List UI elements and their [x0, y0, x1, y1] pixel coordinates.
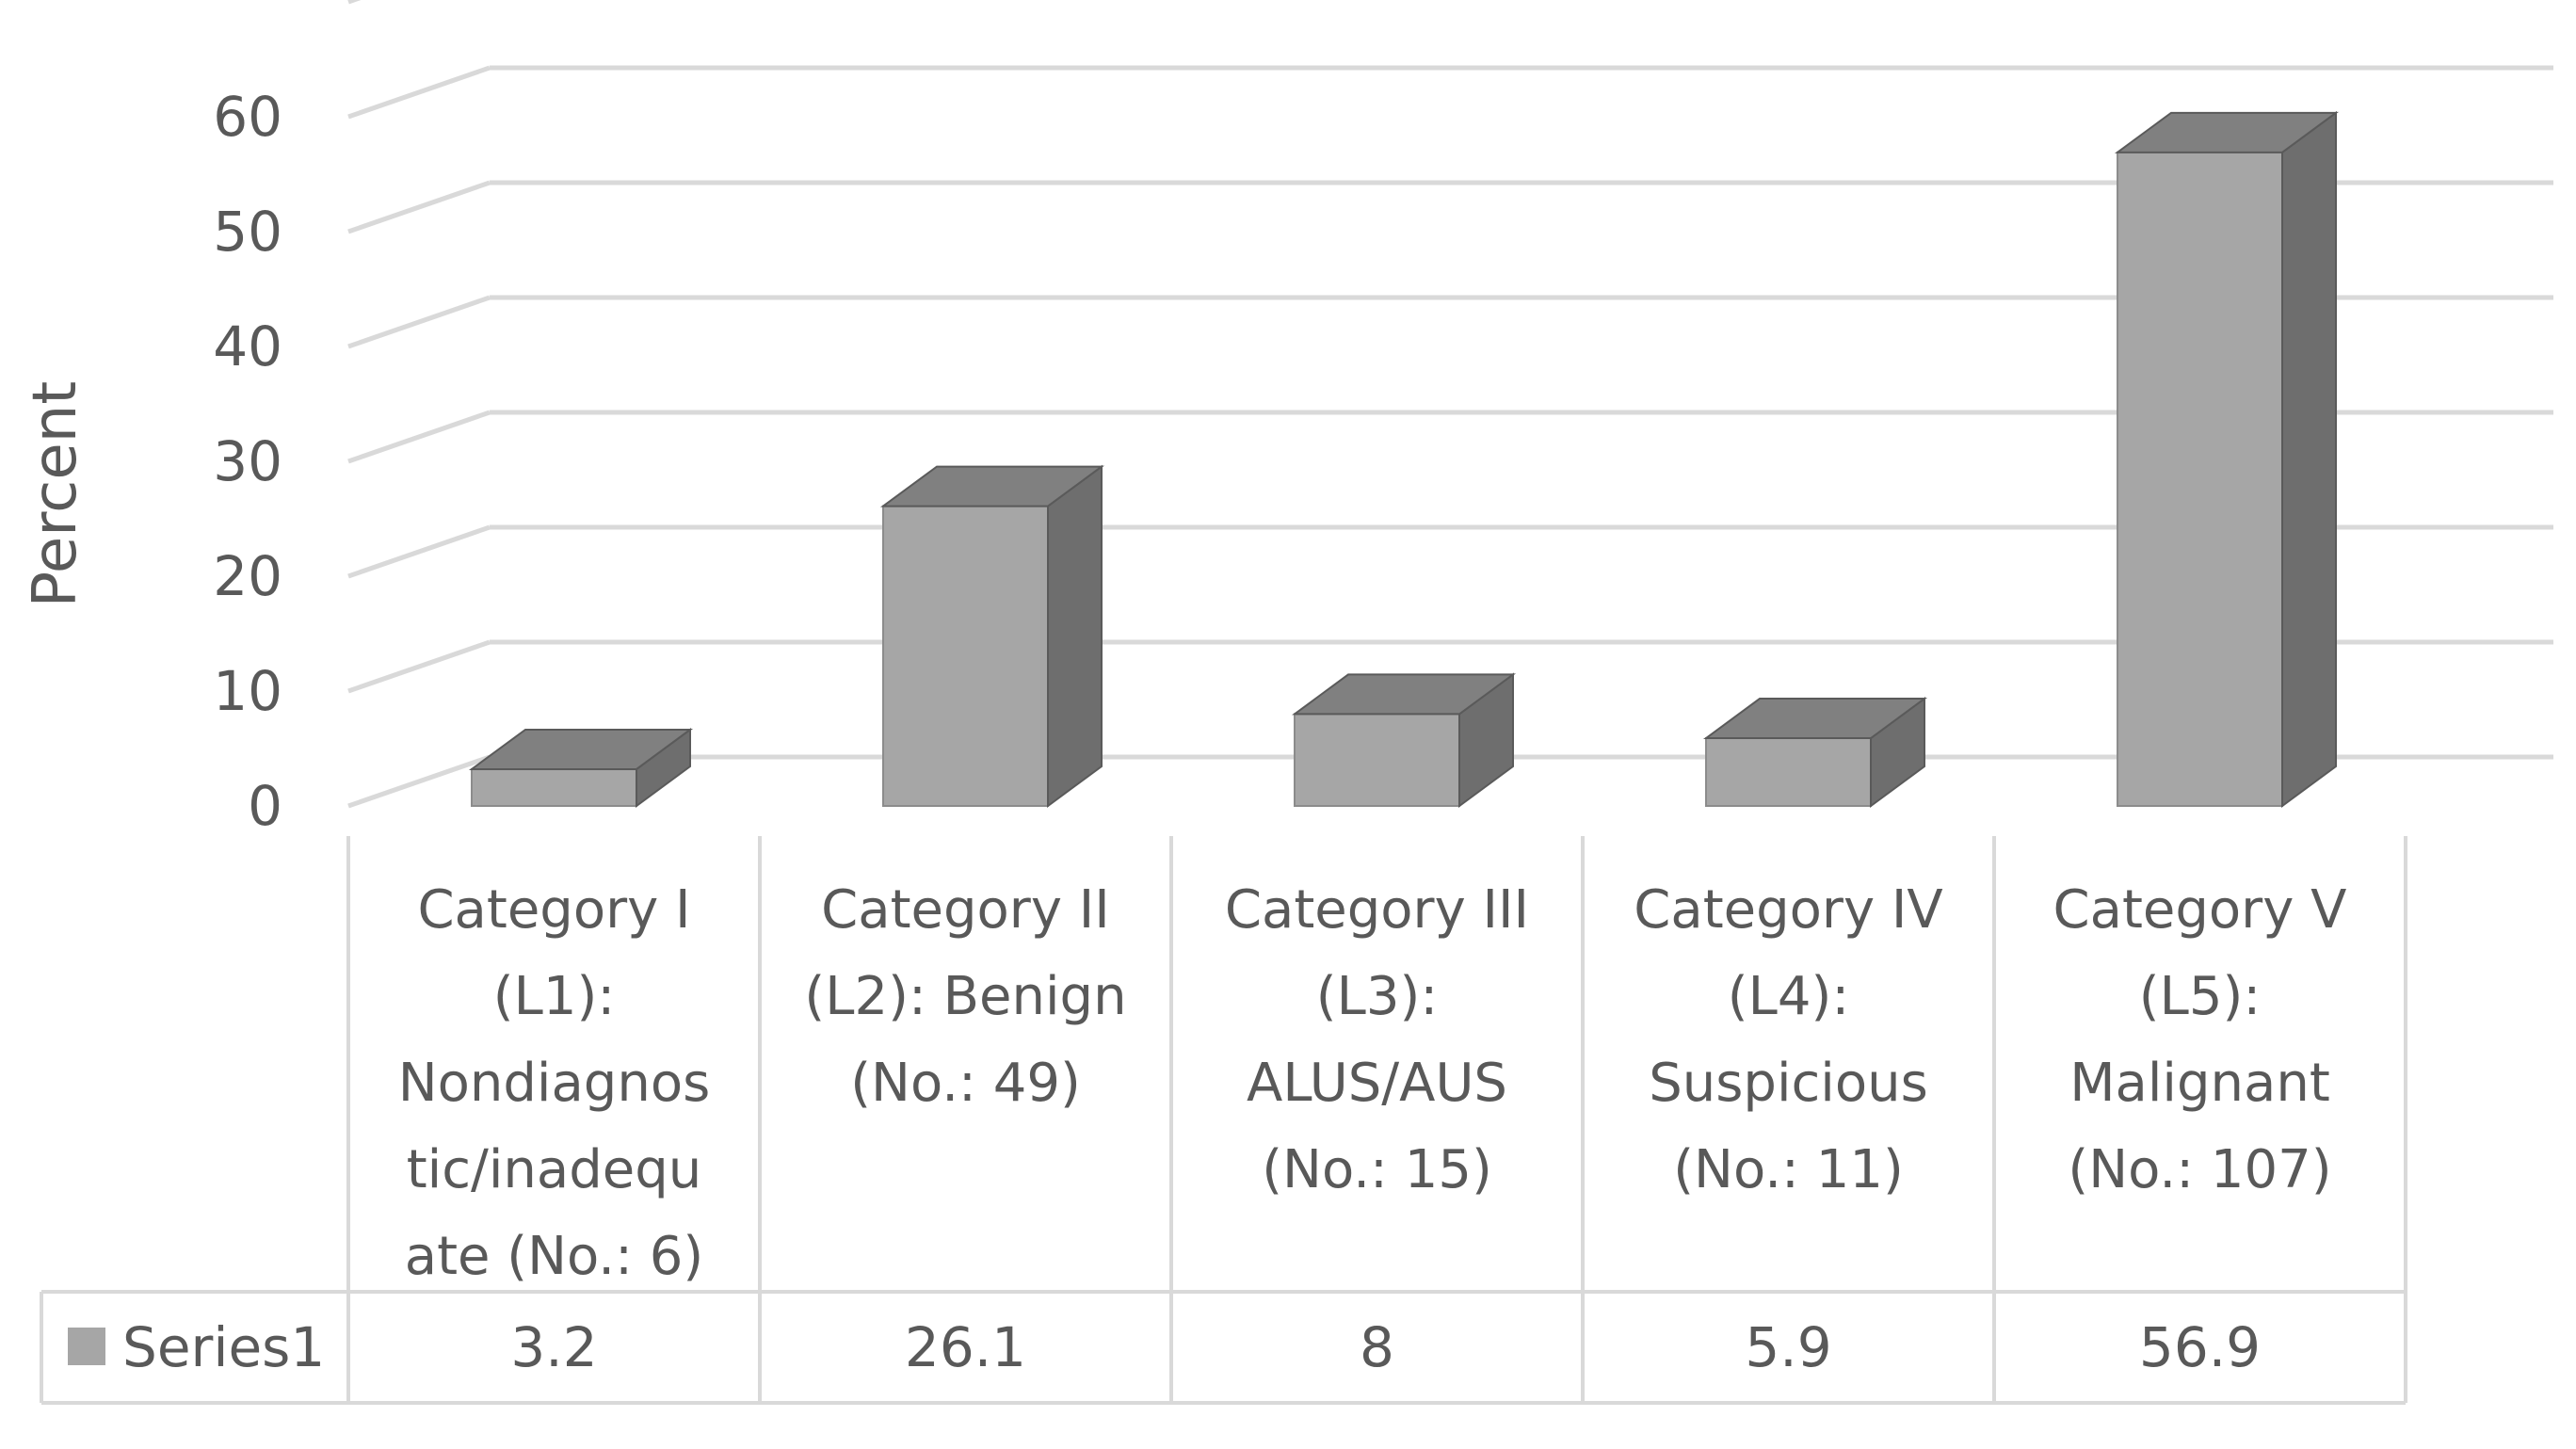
data-labels: 3.2 26.1 8 5.9 56.9 — [510, 1315, 2261, 1379]
x-tick-label-line: (No.: 49) — [850, 1053, 1081, 1114]
x-tick-label-line: (No.: 107) — [2068, 1139, 2331, 1200]
x-tick-label-line: tic/inadequ — [407, 1139, 702, 1200]
bars — [468, 110, 2340, 808]
x-tick-label-line: (L1): — [493, 966, 615, 1027]
bar-front — [1294, 713, 1460, 808]
bar — [879, 464, 1105, 808]
data-label: 8 — [1360, 1315, 1394, 1379]
x-tick-label-line: Category II — [821, 879, 1110, 941]
gridline-side — [347, 180, 491, 234]
gridline-side — [347, 65, 491, 120]
x-tick-label-line: Category III — [1225, 879, 1529, 941]
bar-side — [1047, 464, 1103, 808]
x-tick-label-line: (No.: 15) — [1262, 1139, 1492, 1200]
data-label: 3.2 — [510, 1315, 597, 1379]
x-tick-label: Category V (L5): Malignant (No.: 107) — [2053, 879, 2347, 1200]
x-tick-label: Category I (L1): Nondiagnos tic/inadequ ate … — [398, 879, 711, 1287]
y-tick-label: 10 — [213, 659, 282, 723]
y-tick-label: 20 — [213, 544, 282, 608]
x-tick-label: Category III (L3): ALUS/AUS (No.: 15) — [1225, 879, 1529, 1200]
x-tick-label: Category II (L2): Benign (No.: 49) — [804, 879, 1126, 1114]
data-label: 26.1 — [905, 1315, 1026, 1379]
data-label: 5.9 — [1745, 1315, 1831, 1379]
x-tick-label-line: Malignant — [2069, 1053, 2330, 1114]
y-axis-tick-labels: 0 10 20 30 40 50 60 — [213, 85, 282, 838]
gridline-side — [347, 410, 491, 464]
legend-key — [68, 1328, 105, 1365]
data-table: Category I (L1): Nondiagnos tic/inadequ ate … — [40, 836, 2407, 1405]
bar — [1291, 672, 1517, 808]
bar — [1702, 697, 1928, 808]
x-tick-label-line: Category IV — [1634, 879, 1942, 941]
x-tick-label-line: Category I — [417, 879, 690, 941]
x-tick-label-line: (L5): — [2139, 966, 2261, 1027]
y-tick-label: 0 — [248, 774, 282, 838]
bar-front — [2117, 151, 2283, 807]
bar-front — [882, 505, 1049, 808]
x-tick-label-line: ALUS/AUS — [1247, 1053, 1507, 1114]
bar-top — [468, 728, 694, 770]
x-tick-label-line: (L2): Benign — [804, 966, 1126, 1027]
y-tick-label: 60 — [213, 85, 282, 149]
x-tick-label-line: ate (No.: 6) — [405, 1226, 704, 1287]
bar-side — [2281, 110, 2337, 808]
y-tick-label: 40 — [213, 314, 282, 378]
gridline-side — [347, 639, 491, 694]
data-label: 56.9 — [2139, 1315, 2261, 1379]
gridline-side — [347, 295, 491, 349]
bar-top — [1702, 698, 1928, 740]
x-tick-label-line: (L3): — [1316, 966, 1438, 1027]
bar — [2114, 110, 2340, 808]
x-tick-label: Category IV (L4): Suspicious (No.: 11) — [1634, 879, 1942, 1200]
y-tick-label: 30 — [213, 429, 282, 493]
gridline-side — [347, 524, 491, 579]
bar — [468, 727, 694, 808]
bar-top — [1291, 673, 1517, 716]
x-tick-label-line: Category V — [2053, 879, 2347, 941]
x-tick-label-line: (No.: 11) — [1673, 1139, 1904, 1200]
gridline-side — [347, 754, 491, 809]
bar-top — [2114, 111, 2340, 153]
bar-top — [879, 465, 1105, 507]
bar-front — [1705, 737, 1872, 808]
bar-front — [471, 767, 637, 808]
x-tick-label-line: (L4): — [1728, 966, 1849, 1027]
x-tick-label-line: Nondiagnos — [398, 1053, 711, 1114]
category-labels: Category I (L1): Nondiagnos tic/inadequ ate … — [398, 879, 2347, 1287]
y-tick-label: 50 — [213, 200, 282, 264]
x-tick-label-line: Suspicious — [1649, 1053, 1928, 1114]
gridline-side-top — [347, 0, 362, 5]
y-axis-label: Percent — [21, 381, 90, 608]
legend-entry: Series1 — [122, 1315, 325, 1379]
